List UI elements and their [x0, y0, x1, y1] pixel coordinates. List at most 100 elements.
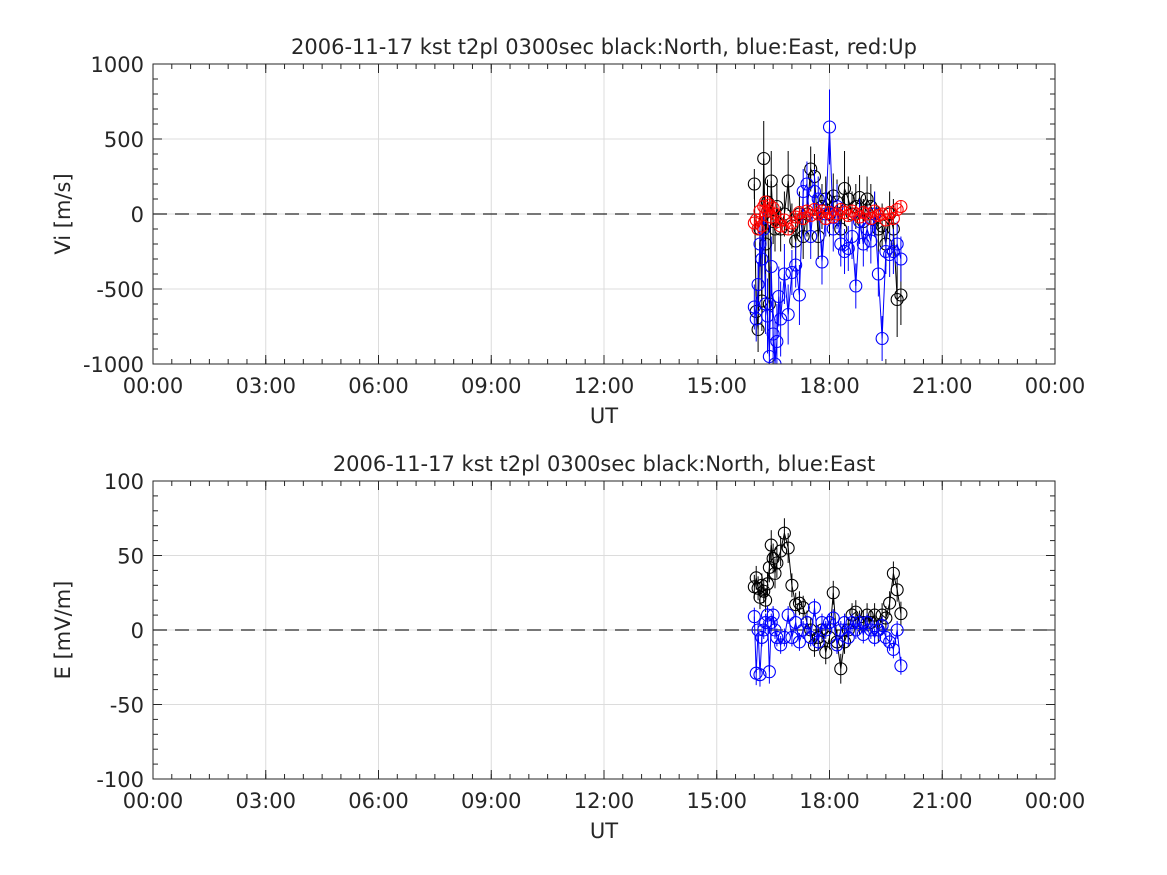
series-north-point — [819, 645, 833, 659]
series-east-point — [886, 244, 900, 259]
series-east-point — [826, 611, 840, 625]
y-tick-label: 1000 — [91, 53, 144, 77]
series-north-point — [747, 177, 761, 191]
series-up-point — [849, 207, 863, 221]
series-north-point — [781, 174, 795, 188]
series-east-point — [841, 630, 855, 645]
x-tick-label: 21:00 — [912, 374, 973, 398]
series-east-point — [819, 623, 833, 637]
series-east-point — [822, 120, 837, 134]
series-east-point — [774, 638, 788, 652]
series-east-point — [845, 229, 859, 244]
y-tick-label: -500 — [96, 278, 144, 302]
series-east-point — [774, 312, 788, 326]
series-east-point — [845, 615, 859, 630]
series-north-point — [834, 662, 848, 676]
series-east-point — [894, 252, 908, 266]
series-east-point — [753, 668, 767, 682]
series-north-point — [777, 526, 791, 540]
series-east-point — [785, 265, 799, 280]
series-east-point — [785, 630, 799, 645]
series-north-line — [753, 532, 902, 669]
series-east-point — [849, 623, 863, 637]
x-tick-label: 06:00 — [348, 789, 409, 813]
series-north-point — [764, 174, 778, 188]
series-east-point — [789, 258, 803, 272]
series-east-point — [768, 623, 782, 637]
series-north-point — [879, 611, 893, 625]
series-east-point — [804, 229, 818, 244]
series-east-point — [781, 307, 795, 322]
series-east-point — [879, 630, 893, 645]
series-east-point — [894, 659, 908, 673]
series-east-point — [822, 615, 837, 630]
y-tick-label: 500 — [104, 128, 144, 152]
series-north-point — [751, 322, 765, 337]
series-north-point — [837, 635, 852, 649]
x-tick-label: 00:00 — [123, 374, 184, 398]
series-up — [747, 195, 908, 236]
series-north-point — [757, 584, 771, 598]
series-north-point — [792, 596, 806, 610]
series-north-point — [807, 638, 822, 652]
series-east-point — [770, 630, 784, 645]
series-east-point — [886, 642, 900, 656]
series-east-point — [830, 638, 844, 652]
series-east-point — [781, 608, 795, 622]
series-north-point — [770, 556, 784, 570]
series-east-point — [849, 279, 863, 293]
series-east-point — [766, 327, 780, 341]
series-east-point — [777, 630, 791, 645]
series-east-point — [815, 615, 829, 630]
y-tick-label: -100 — [96, 768, 144, 792]
series-east-point — [796, 184, 810, 199]
x-tick-label: 00:00 — [1025, 374, 1086, 398]
x-tick-label: 09:00 — [461, 374, 522, 398]
series-north-point — [781, 541, 795, 555]
series-up-point — [751, 222, 765, 236]
series-east-point — [762, 665, 776, 679]
series-east-point — [789, 615, 803, 630]
series-east-point — [811, 635, 825, 649]
series-east-point — [883, 635, 897, 649]
x-tick-label: 15:00 — [686, 374, 747, 398]
x-tick-label: 12:00 — [574, 789, 635, 813]
series-north-point — [894, 288, 908, 302]
series-up-point — [826, 210, 840, 224]
x-tick-label: 09:00 — [461, 789, 522, 813]
y-tick-label: 50 — [117, 545, 144, 569]
chart-title: 2006-11-17 kst t2pl 0300sec black:North,… — [333, 452, 875, 476]
series-east-point — [764, 259, 778, 274]
y-tick-label: 100 — [104, 470, 144, 494]
series-east-point — [768, 357, 782, 364]
x-tick-label: 00:00 — [123, 789, 184, 813]
series-up-point — [815, 204, 829, 218]
series-east-point — [864, 234, 878, 248]
y-tick-label: -50 — [110, 694, 144, 718]
y-tick-label: 0 — [131, 203, 144, 227]
x-tick-label: 18:00 — [799, 789, 860, 813]
series-east-point — [841, 241, 855, 256]
x-tick-label: 06:00 — [348, 374, 409, 398]
x-tick-label: 12:00 — [574, 374, 635, 398]
series-east — [747, 598, 908, 687]
series-east-point — [883, 247, 897, 262]
x-tick-label: 15:00 — [686, 789, 747, 813]
series-north-point — [883, 596, 897, 610]
plot-area — [747, 89, 908, 364]
series-east-point — [853, 615, 867, 630]
series-east-point — [815, 255, 829, 269]
series-north-point — [894, 607, 908, 621]
series-up-point — [879, 213, 893, 227]
y-axis-label: E [mV/m] — [51, 581, 75, 680]
series-north-point — [890, 583, 904, 597]
x-tick-label: 03:00 — [235, 789, 296, 813]
series-east-point — [860, 615, 874, 630]
y-tick-label: -1000 — [83, 353, 144, 377]
x-axis-label: UT — [590, 819, 618, 843]
series-east-point — [807, 601, 822, 615]
x-axis-label: UT — [590, 404, 618, 428]
panel-electric-field: 00:00 03:00 06:00 09:00 12:00 15:00 18:00 21:00… — [51, 452, 1085, 843]
series-east-point — [871, 267, 885, 281]
